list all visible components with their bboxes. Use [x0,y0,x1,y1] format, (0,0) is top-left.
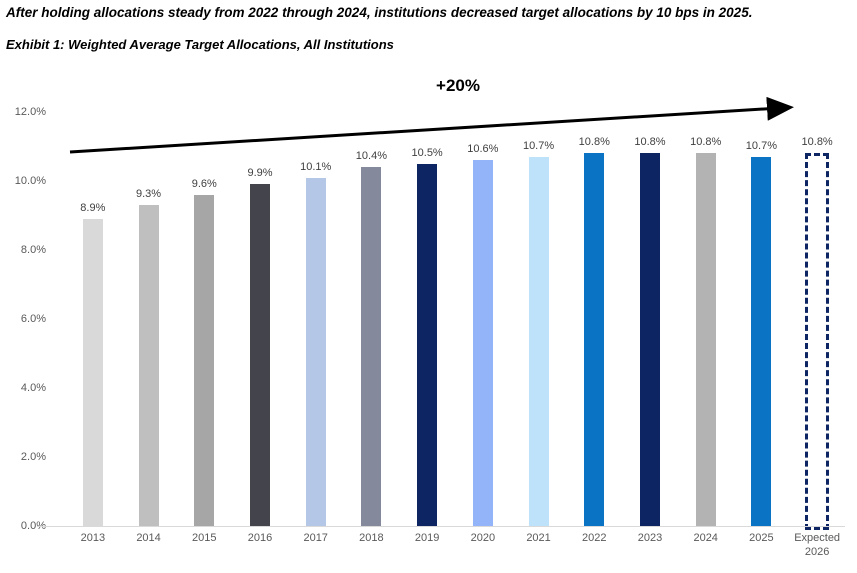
bar-2015 [194,195,215,526]
bar-2023 [639,153,660,526]
data-label-2018: 10.4% [355,150,388,162]
bar-slot-2025: 10.7% [734,112,790,526]
x-tick-expected-2026: Expected 2026 [794,532,841,558]
bar-slot-2016: 9.9% [232,112,288,526]
x-tick-2017: 2017 [303,532,328,544]
data-label-2022: 10.8% [578,136,610,148]
bar-2025 [751,157,772,526]
bar-slot-2023: 10.8% [622,112,678,526]
bar-slot-2014: 9.3% [121,112,177,526]
bar-slot-2020: 10.6% [455,112,511,526]
data-label-2020: 10.6% [467,143,499,155]
bar-chart: +20% 0.0% 2.0% 4.0% 6.0% 8.0% 10.0% 12.0% 8.9%… [0,70,857,573]
x-tick-2021: 2021 [526,532,551,544]
plot-area: 8.9% 9.3% 9.6% 9.9% 10.1% 10.4% 10.5% 10.6% 10.7… [65,112,845,530]
bar-2022 [584,153,605,526]
bar-2016 [249,184,270,526]
data-label-2023: 10.8% [634,136,666,148]
bar-slot-2018: 10.4% [344,112,400,526]
bar-2024 [695,153,716,526]
bar-2013 [82,219,103,526]
x-tick-2023: 2023 [637,532,663,544]
bar-slot-2013: 8.9% [65,112,121,526]
data-label-2017: 10.1% [300,161,332,173]
x-tick-2018: 2018 [359,532,384,544]
bar-slot-2024: 10.8% [678,112,734,526]
x-tick-2019: 2019 [414,532,440,544]
bar-2018 [361,167,382,526]
x-tick-2024: 2024 [693,532,718,544]
data-label-2015: 9.6% [191,178,217,190]
exhibit-title: Exhibit 1: Weighted Average Target Alloc… [6,37,394,52]
bar-slot-2019: 10.5% [399,112,455,526]
y-tick-4-0pct: 4.0% [20,382,46,394]
bar-expected-2026 [805,153,830,530]
bar-slot-2022: 10.8% [566,112,622,526]
x-tick-2022: 2022 [582,532,607,544]
data-label-2013: 8.9% [80,202,106,214]
bar-slot-2021: 10.7% [511,112,567,526]
bar-2020 [472,160,493,526]
page-headline: After holding allocations steady from 20… [6,5,753,20]
y-tick-10-0pct: 10.0% [14,175,46,187]
x-tick-2014: 2014 [136,532,161,544]
data-label-expected-2026: 10.8% [801,136,833,148]
y-tick-6-0pct: 6.0% [20,313,46,325]
y-tick-0-0pct: 0.0% [20,520,46,532]
y-tick-2-0pct: 2.0% [20,451,46,463]
x-tick-2013: 2013 [80,532,106,544]
bar-slot-expected-2026: 10.8% [789,112,845,530]
bar-2014 [138,205,159,526]
bar-2021 [528,157,549,526]
bar-2019 [417,164,438,526]
bar-2017 [305,178,326,526]
data-label-2025: 10.7% [745,140,778,152]
data-label-2021: 10.7% [522,140,555,152]
data-label-2019: 10.5% [411,147,443,159]
data-label-2016: 9.9% [247,167,273,179]
bar-slot-2017: 10.1% [288,112,344,526]
x-tick-2020: 2020 [470,532,496,544]
x-tick-2025: 2025 [749,532,774,544]
data-label-2014: 9.3% [136,188,162,200]
data-label-2024: 10.8% [690,136,722,148]
x-tick-2015: 2015 [192,532,217,544]
y-tick-12-0pct: 12.0% [14,106,46,118]
bar-slot-2015: 9.6% [176,112,232,526]
y-tick-8-0pct: 8.0% [20,244,46,256]
x-axis-line [37,526,845,527]
trend-arrow-label: +20% [436,76,480,95]
x-tick-2016: 2016 [247,532,273,544]
